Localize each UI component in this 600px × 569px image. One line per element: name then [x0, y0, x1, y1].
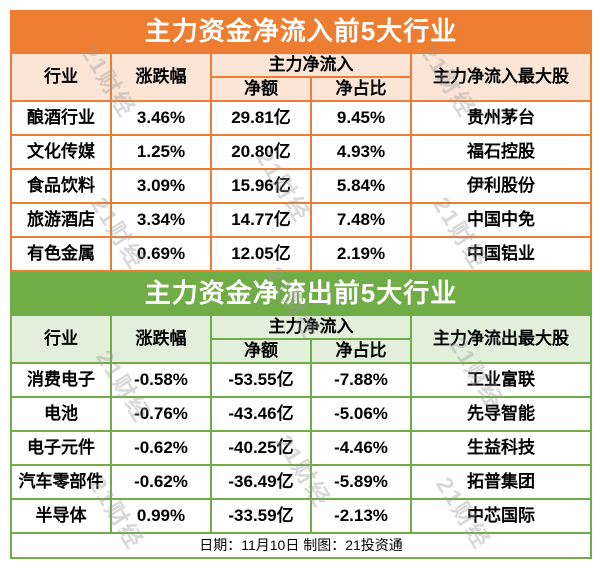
table-row: 酿酒行业 3.46% 29.81亿 9.45% 贵州茅台	[10, 100, 593, 136]
industry-cell: 汽车零部件	[10, 464, 112, 500]
change-cell: -0.76%	[110, 396, 212, 432]
net-amount-cell: 15.96亿	[210, 168, 312, 204]
footer-row: 日期：11月10日 制图：21投资通	[9, 532, 593, 559]
net-amount-cell: 20.80亿	[210, 134, 312, 170]
change-cell: 3.46%	[110, 100, 212, 136]
net-ratio-cell: 7.48%	[310, 202, 412, 238]
inflow-title-row: 主力资金净流入前5大行业	[9, 10, 593, 54]
net-ratio-cell: -4.46%	[310, 430, 412, 466]
table-row: 旅游酒店 3.34% 14.77亿 7.48% 中国中免	[10, 202, 593, 238]
inflow-header-industry: 行业	[10, 52, 112, 102]
inflow-header-top-stock: 主力净流入最大股	[409, 52, 593, 102]
top-stock-cell: 贵州茅台	[409, 100, 593, 136]
table-row: 半导体 0.99% -33.59亿 -2.13% 中芯国际	[10, 498, 593, 534]
industry-cell: 食品饮料	[10, 168, 112, 204]
table-row: 电子元件 -0.62% -40.25亿 -4.46% 生益科技	[10, 430, 593, 466]
inflow-title: 主力资金净流入前5大行业	[9, 10, 593, 54]
industry-cell: 文化传媒	[10, 134, 112, 170]
outflow-table: 主力资金净流出前5大行业 行业 涨跌幅 主力净流入 主力净流出最大股 净额 净占…	[9, 272, 593, 559]
inflow-header-change: 涨跌幅	[110, 52, 212, 102]
net-ratio-cell: 4.93%	[310, 134, 412, 170]
inflow-table: 主力资金净流入前5大行业 行业 涨跌幅 主力净流入 主力净流入最大股 净额 净占…	[9, 10, 593, 272]
net-ratio-cell: 9.45%	[310, 100, 412, 136]
industry-cell: 消费电子	[10, 362, 112, 398]
change-cell: 3.34%	[110, 202, 212, 238]
top-stock-cell: 中国中免	[409, 202, 593, 238]
tables-container: 主力资金净流入前5大行业 行业 涨跌幅 主力净流入 主力净流入最大股 净额 净占…	[9, 10, 593, 559]
net-amount-cell: -36.49亿	[210, 464, 312, 500]
net-ratio-cell: -5.89%	[310, 464, 412, 500]
net-amount-cell: -40.25亿	[210, 430, 312, 466]
change-cell: 0.99%	[110, 498, 212, 534]
table-row: 有色金属 0.69% 12.05亿 2.19% 中国铝业	[10, 236, 593, 272]
net-amount-cell: -53.55亿	[210, 362, 312, 398]
table-row: 汽车零部件 -0.62% -36.49亿 -5.89% 拓普集团	[10, 464, 593, 500]
net-ratio-cell: 2.19%	[310, 236, 412, 272]
inflow-header-row-2: 净额 净占比	[11, 76, 591, 102]
table-row: 消费电子 -0.58% -53.55亿 -7.88% 工业富联	[10, 362, 593, 398]
industry-cell: 半导体	[10, 498, 112, 534]
change-cell: 3.09%	[110, 168, 212, 204]
outflow-header-net-ratio: 净占比	[310, 338, 412, 364]
outflow-header-row-2: 净额 净占比	[11, 338, 591, 364]
footer-caption: 日期：11月10日 制图：21投资通	[9, 532, 593, 559]
industry-cell: 旅游酒店	[10, 202, 112, 238]
outflow-header-row-1: 行业 涨跌幅 主力净流入 主力净流出最大股	[10, 314, 593, 364]
net-ratio-cell: 5.84%	[310, 168, 412, 204]
net-ratio-cell: -2.13%	[310, 498, 412, 534]
net-amount-cell: 14.77亿	[210, 202, 312, 238]
net-ratio-cell: -5.06%	[310, 396, 412, 432]
top-stock-cell: 工业富联	[409, 362, 593, 398]
inflow-header-row-1: 行业 涨跌幅 主力净流入 主力净流入最大股	[10, 52, 593, 102]
change-cell: 1.25%	[110, 134, 212, 170]
industry-cell: 电子元件	[10, 430, 112, 466]
net-amount-cell: -43.46亿	[210, 396, 312, 432]
industry-cell: 酿酒行业	[10, 100, 112, 136]
inflow-header-net-ratio: 净占比	[310, 76, 412, 102]
outflow-title: 主力资金净流出前5大行业	[9, 272, 593, 316]
outflow-header-top-stock: 主力净流出最大股	[409, 314, 593, 364]
industry-cell: 有色金属	[10, 236, 112, 272]
top-stock-cell: 先导智能	[409, 396, 593, 432]
net-ratio-cell: -7.88%	[310, 362, 412, 398]
top-stock-cell: 伊利股份	[409, 168, 593, 204]
top-stock-cell: 中国铝业	[409, 236, 593, 272]
change-cell: -0.58%	[110, 362, 212, 398]
table-row: 电池 -0.76% -43.46亿 -5.06% 先导智能	[10, 396, 593, 432]
change-cell: -0.62%	[110, 430, 212, 466]
net-amount-cell: 12.05亿	[210, 236, 312, 272]
top-stock-cell: 福石控股	[409, 134, 593, 170]
outflow-header-group: 主力净流入	[210, 314, 412, 340]
net-amount-cell: 29.81亿	[210, 100, 312, 136]
change-cell: 0.69%	[110, 236, 212, 272]
inflow-header-group: 主力净流入	[210, 52, 412, 78]
table-row: 文化传媒 1.25% 20.80亿 4.93% 福石控股	[10, 134, 593, 170]
outflow-header-change: 涨跌幅	[110, 314, 212, 364]
top-stock-cell: 中芯国际	[409, 498, 593, 534]
table-row: 食品饮料 3.09% 15.96亿 5.84% 伊利股份	[10, 168, 593, 204]
top-stock-cell: 拓普集团	[409, 464, 593, 500]
outflow-header-net-amount: 净额	[210, 338, 312, 364]
outflow-title-row: 主力资金净流出前5大行业	[9, 272, 593, 316]
industry-cell: 电池	[10, 396, 112, 432]
outflow-header-industry: 行业	[10, 314, 112, 364]
inflow-header-net-amount: 净额	[210, 76, 312, 102]
change-cell: -0.62%	[110, 464, 212, 500]
top-stock-cell: 生益科技	[409, 430, 593, 466]
net-amount-cell: -33.59亿	[210, 498, 312, 534]
